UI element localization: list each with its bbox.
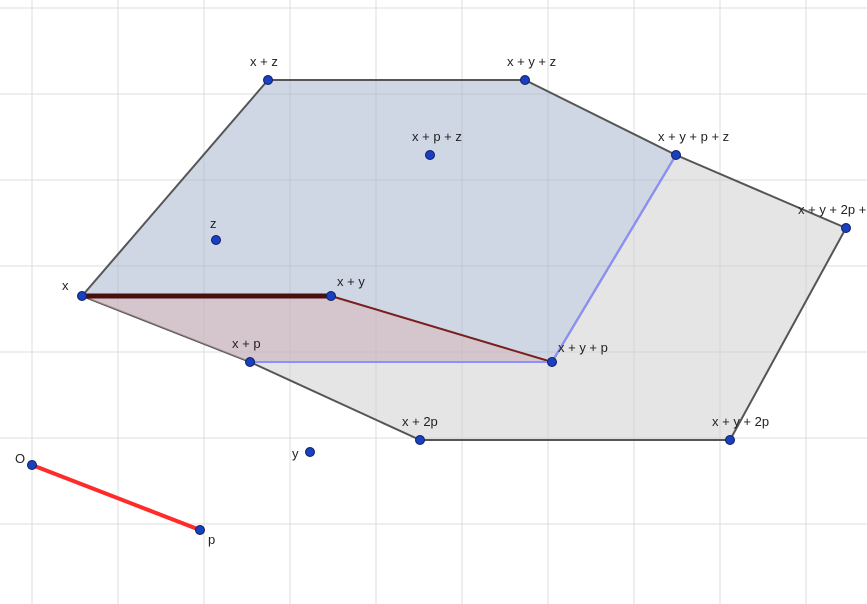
label-xy2pz: x + y + 2p + z: [798, 202, 867, 217]
point-z[interactable]: [212, 236, 221, 245]
diagram-canvas: Op x z y x + z x + y x + p x + p + z x + y + z x …: [0, 0, 867, 604]
point-xyp[interactable]: [548, 358, 557, 367]
point-O[interactable]: [28, 461, 37, 470]
point-xpz[interactable]: [426, 151, 435, 160]
label-xz: x + z: [250, 54, 278, 69]
point-xz[interactable]: [264, 76, 273, 85]
label-x2p: x + 2p: [402, 414, 438, 429]
label-z: z: [210, 216, 217, 231]
point-xy2p[interactable]: [726, 436, 735, 445]
label-O: O: [15, 451, 25, 466]
point-xy2pz[interactable]: [842, 224, 851, 233]
label-xy: x + y: [337, 274, 365, 289]
label-xy2p: x + y + 2p: [712, 414, 769, 429]
point-p[interactable]: [196, 526, 205, 535]
label-xypz: x + y + p + z: [658, 129, 729, 144]
label-y: y: [292, 446, 299, 461]
point-x2p[interactable]: [416, 436, 425, 445]
label-xpz: x + p + z: [412, 129, 462, 144]
point-xy[interactable]: [327, 292, 336, 301]
point-xyz[interactable]: [521, 76, 530, 85]
label-xyp: x + y + p: [558, 340, 608, 355]
label-x: x: [62, 278, 69, 293]
point-y[interactable]: [306, 448, 315, 457]
point-xypz[interactable]: [672, 151, 681, 160]
label-xyz: x + y + z: [507, 54, 556, 69]
label-xp: x + p: [232, 336, 261, 351]
label-p: p: [208, 532, 215, 547]
point-xp[interactable]: [246, 358, 255, 367]
point-x[interactable]: [78, 292, 87, 301]
